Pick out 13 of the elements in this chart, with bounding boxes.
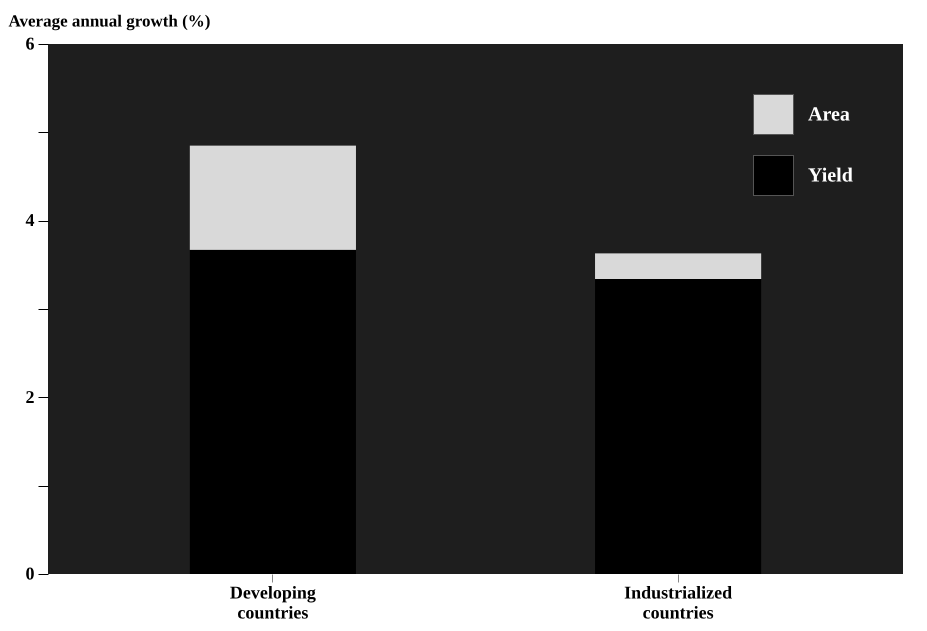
bar bbox=[190, 146, 356, 250]
legend-label: Yield bbox=[808, 164, 853, 186]
y-tick-label: 0 bbox=[26, 564, 34, 584]
y-tick-label: 2 bbox=[26, 386, 34, 407]
legend-label: Area bbox=[808, 104, 850, 126]
bar bbox=[595, 278, 762, 574]
bar bbox=[190, 250, 356, 574]
y-tick-label: 4 bbox=[26, 210, 34, 230]
x-tick-label: Developing countries bbox=[230, 582, 316, 622]
y-axis-title: Average annual growth (%) bbox=[8, 12, 210, 30]
y-tick-label: 6 bbox=[26, 34, 34, 54]
bar bbox=[595, 253, 762, 279]
x-tick-label: Industrialized countries bbox=[624, 582, 732, 622]
